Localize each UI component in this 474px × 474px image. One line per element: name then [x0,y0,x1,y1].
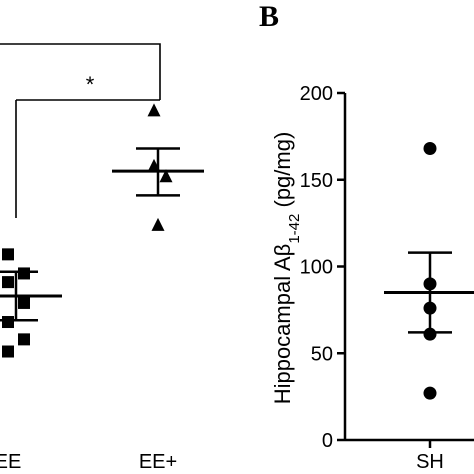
category-label-ee: EE [0,451,21,473]
y-tick-label-100: 100 [300,257,333,279]
significance-bracket [0,43,161,218]
data-point-square-a0-3 [18,296,30,309]
data-point-triangle-a1-0 [147,103,161,117]
y-axis-label-main: Hippocampal Aβ [270,244,295,405]
y-tick-label-150: 150 [300,170,333,192]
data-point-circle-b0-3 [423,327,437,341]
panel-b: B Hippocampal Aβ1-42 (pg/mg) 0 50 100 150 20… [259,0,474,473]
data-point-square-a0-5 [18,333,30,346]
y-tick-label-200: 200 [300,83,333,105]
y-axis-label: Hippocampal Aβ1-42 (pg/mg) [270,132,303,405]
panel-a: * EE EE+ [0,43,204,473]
y-tick-label-50: 50 [311,343,333,365]
data-point-triangle-a1-2 [159,169,173,183]
panel-b-marks [384,142,474,400]
data-point-square-a0-2 [2,276,14,289]
significance-label: * [86,72,95,97]
data-point-triangle-a1-3 [151,217,165,231]
data-point-square-a0-4 [2,316,14,329]
y-axis-label-sub: 1-42 [286,214,303,244]
y-axis: 0 50 100 150 200 [300,83,474,452]
y-axis-label-unit: (pg/mg) [270,132,295,214]
category-label-sh: SH [416,451,444,473]
panel-a-marks [0,103,204,358]
category-label-ee-plus: EE+ [139,451,177,473]
y-tick-label-0: 0 [322,430,333,452]
data-point-square-a0-6 [2,345,14,358]
data-point-circle-b0-4 [423,386,437,400]
data-point-square-a0-0 [2,248,14,261]
data-point-circle-b0-0 [423,142,437,156]
panel-letter-b: B [259,0,279,33]
data-point-square-a0-1 [18,267,30,280]
